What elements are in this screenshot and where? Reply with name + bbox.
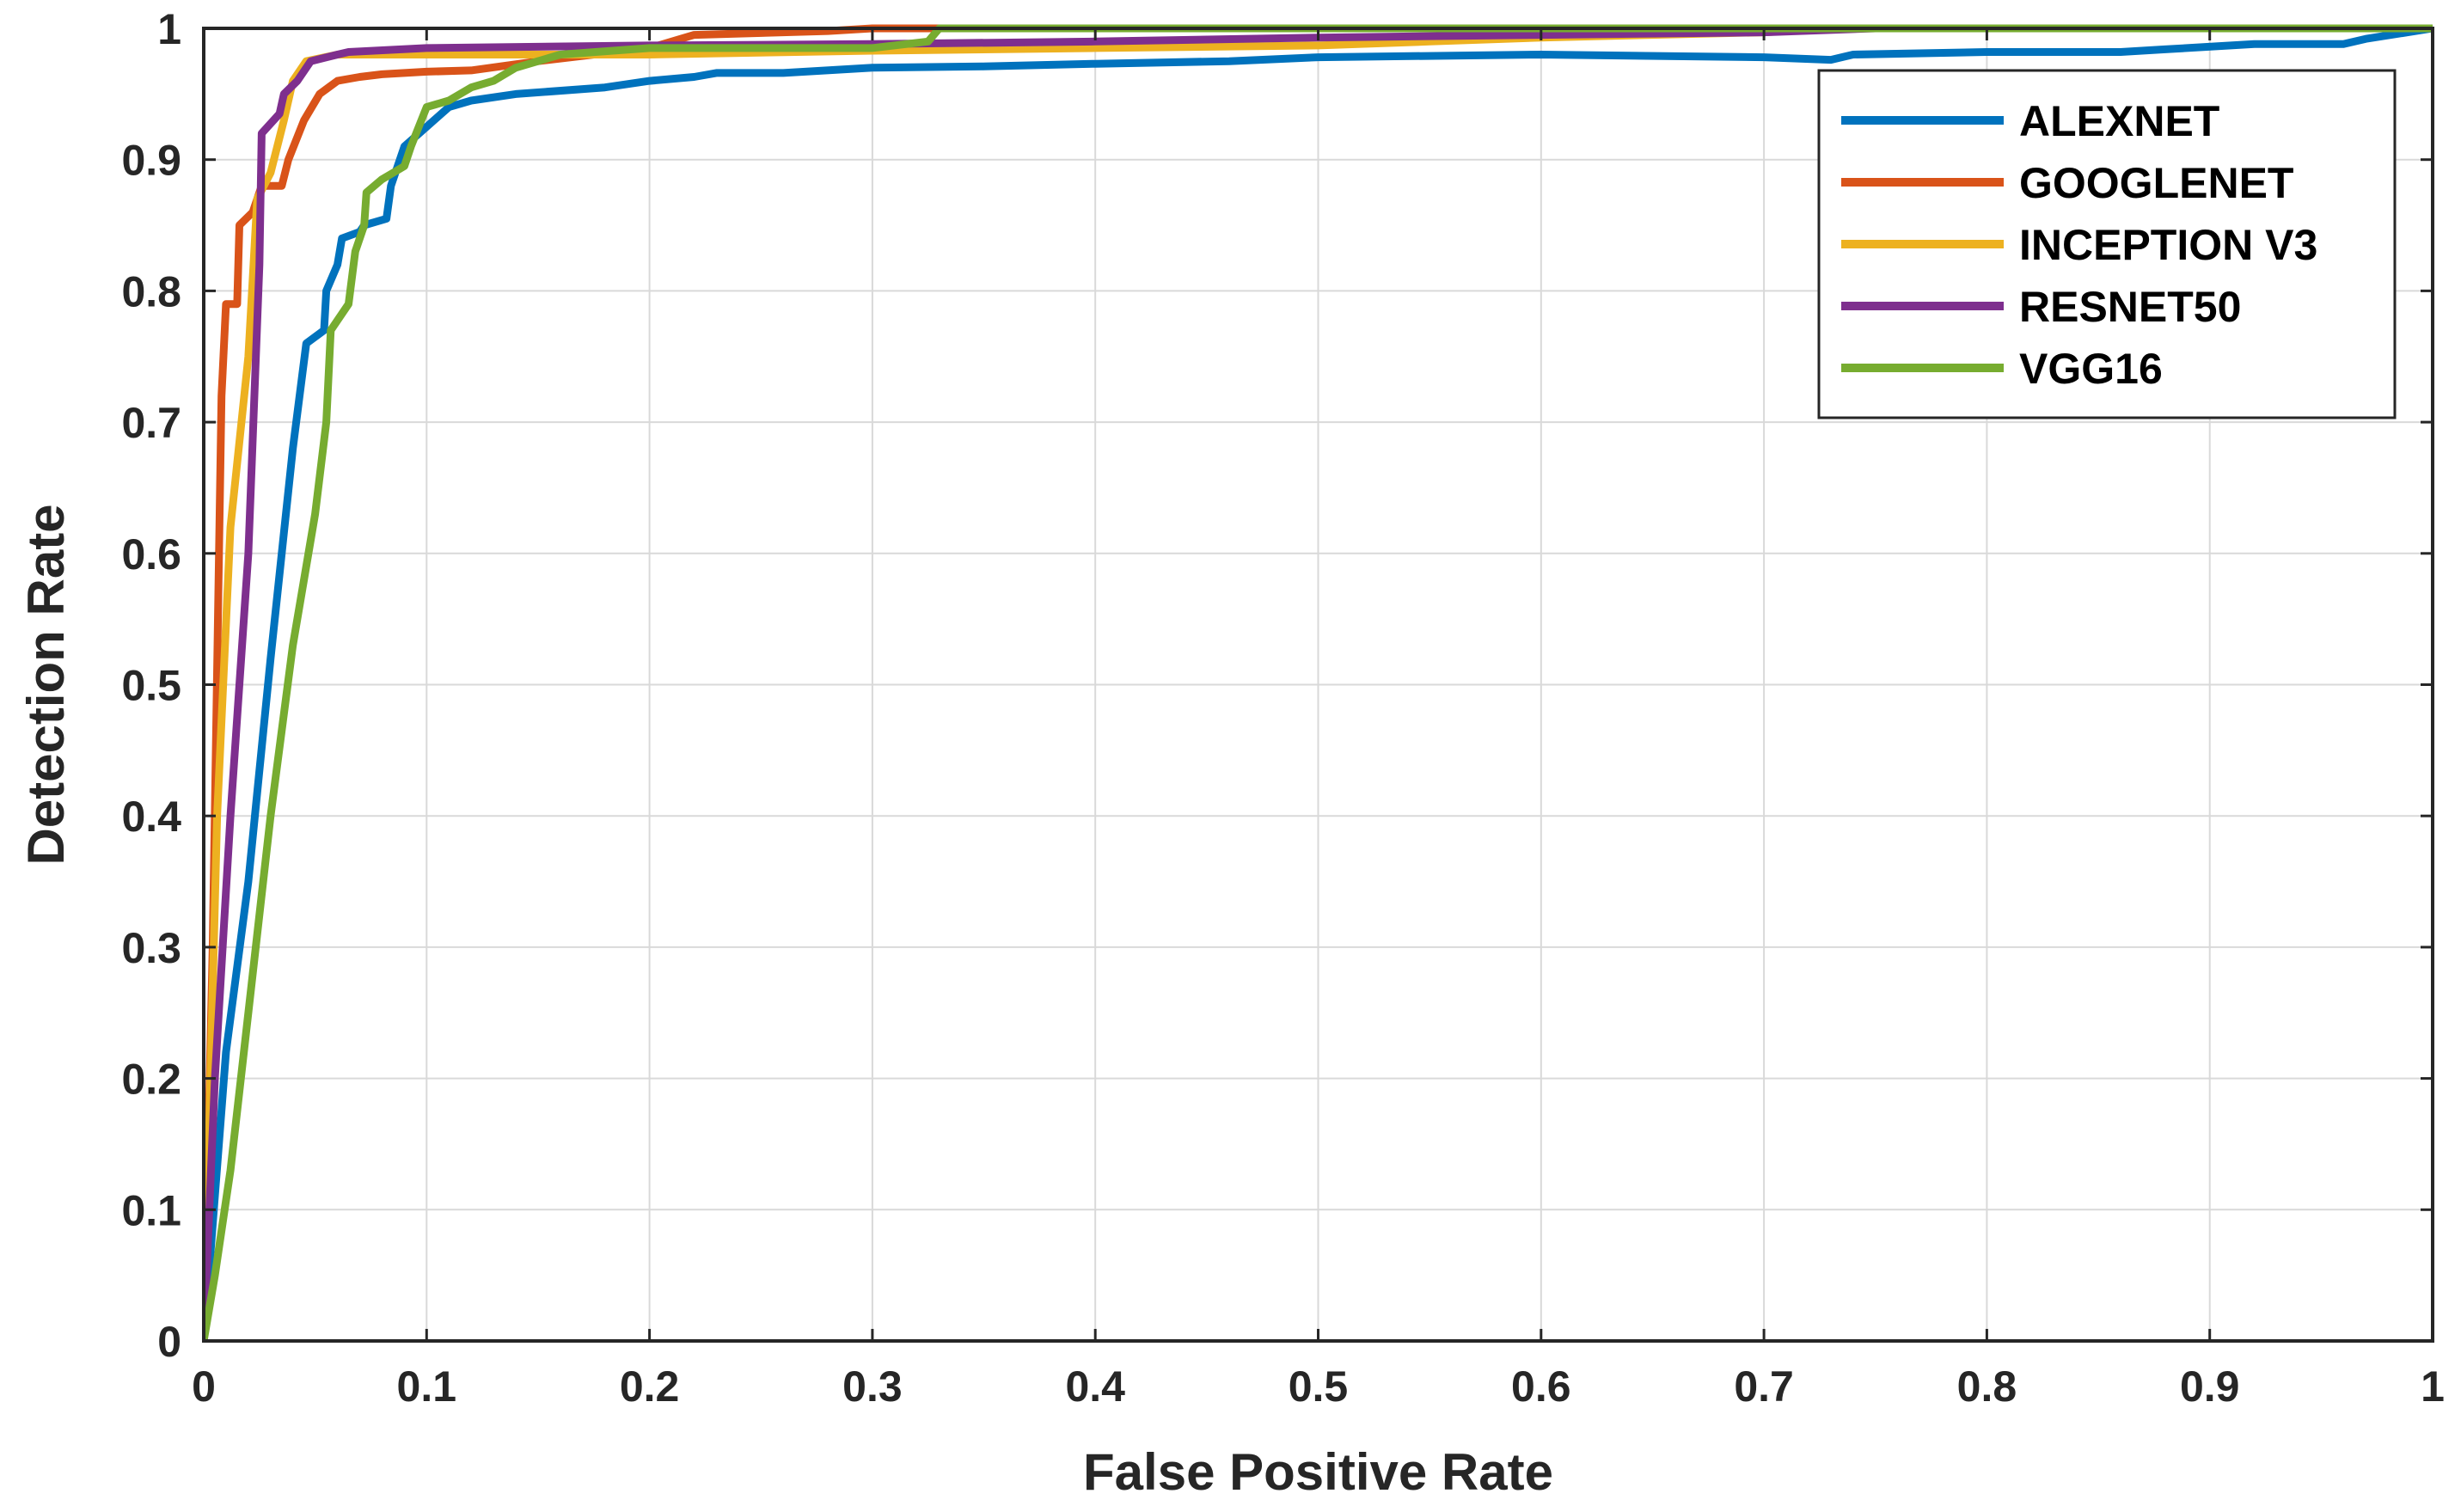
series-line-googlenet xyxy=(204,24,2433,1342)
x-tick-label: 0.3 xyxy=(842,1362,903,1411)
y-tick-label: 0.7 xyxy=(121,399,181,447)
series-line-alexnet xyxy=(204,24,2433,1342)
y-tick-label: 0.5 xyxy=(121,662,181,710)
y-tick-label: 0.4 xyxy=(121,793,181,841)
x-tick-label: 1 xyxy=(2421,1362,2445,1411)
y-tick-label: 0.2 xyxy=(121,1056,181,1104)
x-axis-title: False Positive Rate xyxy=(1083,1443,1553,1501)
y-tick-label: 0.9 xyxy=(121,137,181,185)
y-tick-label: 0.8 xyxy=(121,267,181,315)
y-tick-label: 0.3 xyxy=(121,924,181,972)
y-tick-label: 0.6 xyxy=(121,530,181,578)
axis-labels: False Positive Rate Detection Rate xyxy=(17,504,1553,1501)
legend-label-googlenet: GOOGLENET xyxy=(2019,159,2293,207)
plot-lines xyxy=(204,24,2433,1342)
y-tick-label: 0 xyxy=(157,1318,181,1366)
x-tick-label: 0.6 xyxy=(1511,1362,1571,1411)
x-tick-label: 0.5 xyxy=(1289,1362,1349,1411)
y-tick-label: 1 xyxy=(157,5,181,53)
y-tick-label: 0.1 xyxy=(121,1186,181,1234)
legend-label-alexnet: ALEXNET xyxy=(2019,97,2219,145)
legend-label-resnet50: RESNET50 xyxy=(2019,283,2241,331)
x-tick-label: 0.2 xyxy=(620,1362,680,1411)
y-axis-title: Detection Rate xyxy=(17,504,75,865)
series-line-vgg16 xyxy=(204,24,2433,1342)
series-line-resnet50 xyxy=(204,24,2433,1342)
x-tick-label: 0.1 xyxy=(397,1362,457,1411)
x-tick-label: 0.9 xyxy=(2180,1362,2240,1411)
x-tick-label: 0.7 xyxy=(1734,1362,1794,1411)
x-tick-label: 0.8 xyxy=(1957,1362,2017,1411)
x-tick-label: 0 xyxy=(192,1362,216,1411)
legend-label-inception-v3: INCEPTION V3 xyxy=(2019,221,2317,269)
axis-ticks: 0 0.1 0.2 0.3 0.4 0.5 0.6 0.7 0.8 0.9 1 0 0.1 0.2 0.3 0… xyxy=(121,5,2444,1411)
legend-label-vgg16: VGG16 xyxy=(2019,345,2163,393)
legend: ALEXNET GOOGLENET INCEPTION V3 RESNET50 VGG1… xyxy=(1817,69,2397,419)
x-tick-label: 0.4 xyxy=(1065,1362,1125,1411)
